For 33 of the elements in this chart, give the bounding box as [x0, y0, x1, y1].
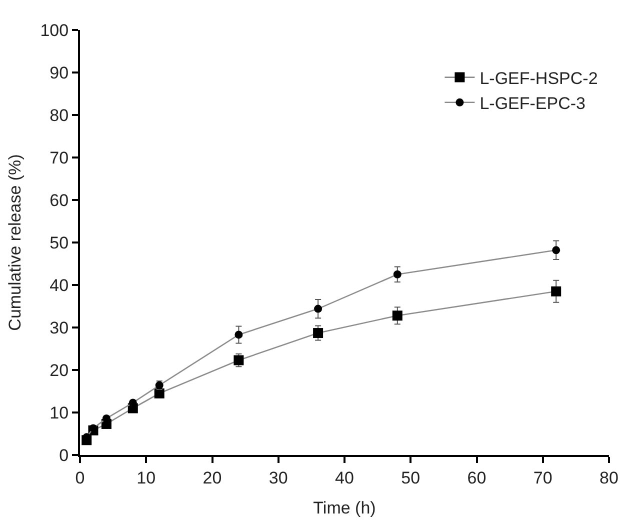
legend-label: L-GEF-HSPC-2 [480, 68, 598, 88]
point [313, 328, 324, 338]
x-tick-label: 80 [600, 468, 618, 488]
y-tick-label: 40 [50, 276, 69, 295]
x-tick-label: 70 [533, 468, 552, 488]
x-tick-label: 50 [401, 468, 420, 488]
y-tick-label: 0 [59, 446, 69, 465]
point [234, 330, 243, 339]
x-tick-label: 60 [467, 468, 486, 488]
x-tick-label: 0 [75, 468, 85, 488]
x-tick-label: 20 [202, 468, 222, 488]
y-tick-label: 20 [50, 360, 69, 380]
point [314, 304, 322, 313]
x-tick-label: 30 [268, 468, 288, 488]
x-axis-title: Time (h) [313, 498, 376, 518]
x-tick-label: 40 [335, 468, 354, 488]
y-tick-label: 10 [50, 403, 69, 422]
point [89, 424, 98, 432]
point [102, 414, 110, 422]
x-tick-label: 10 [136, 468, 156, 488]
y-axis-title: Cumulative release (%) [5, 154, 24, 331]
y-tick-label: 50 [50, 233, 69, 252]
legend-label: L-GEF-EPC-3 [480, 94, 586, 114]
point [393, 270, 402, 278]
y-tick-label: 80 [50, 106, 69, 125]
point [392, 310, 402, 321]
y-tick-label: 70 [50, 148, 69, 168]
y-tick-label: 90 [50, 63, 69, 82]
y-tick-label: 100 [40, 20, 69, 40]
y-tick-label: 60 [50, 190, 69, 210]
point [552, 246, 560, 254]
y-tick-label: 30 [50, 318, 69, 338]
point [551, 286, 562, 296]
